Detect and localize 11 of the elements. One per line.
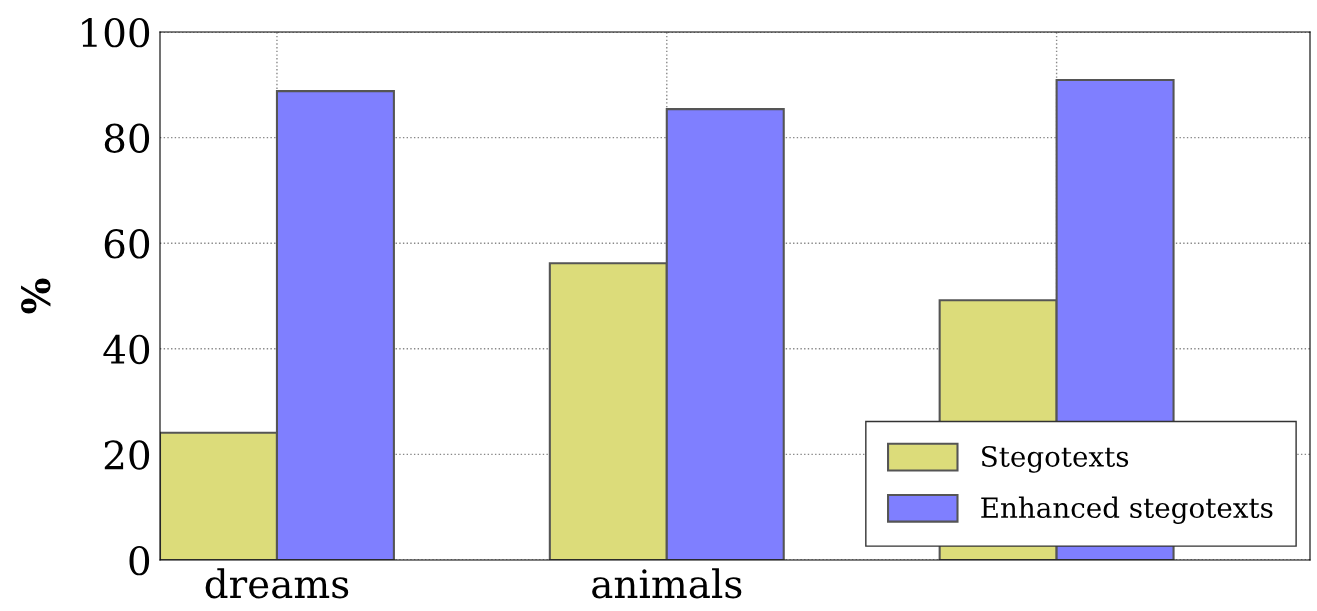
x-tick-label: animals [592, 568, 742, 599]
y-tick-label: 20 [104, 440, 150, 470]
y-tick-label: 100 [82, 17, 150, 48]
legend-label: Stegotexts [982, 445, 1129, 473]
y-tick-label: 60 [104, 229, 150, 259]
x-tick-label: dreams [205, 568, 349, 599]
legend-label: Enhanced stegotexts [981, 496, 1273, 524]
y-tick-label: 80 [104, 123, 150, 153]
y-tick-label: 40 [103, 334, 150, 365]
y-axis-title: % [21, 278, 51, 314]
y-tick-label: 0 [129, 545, 150, 576]
